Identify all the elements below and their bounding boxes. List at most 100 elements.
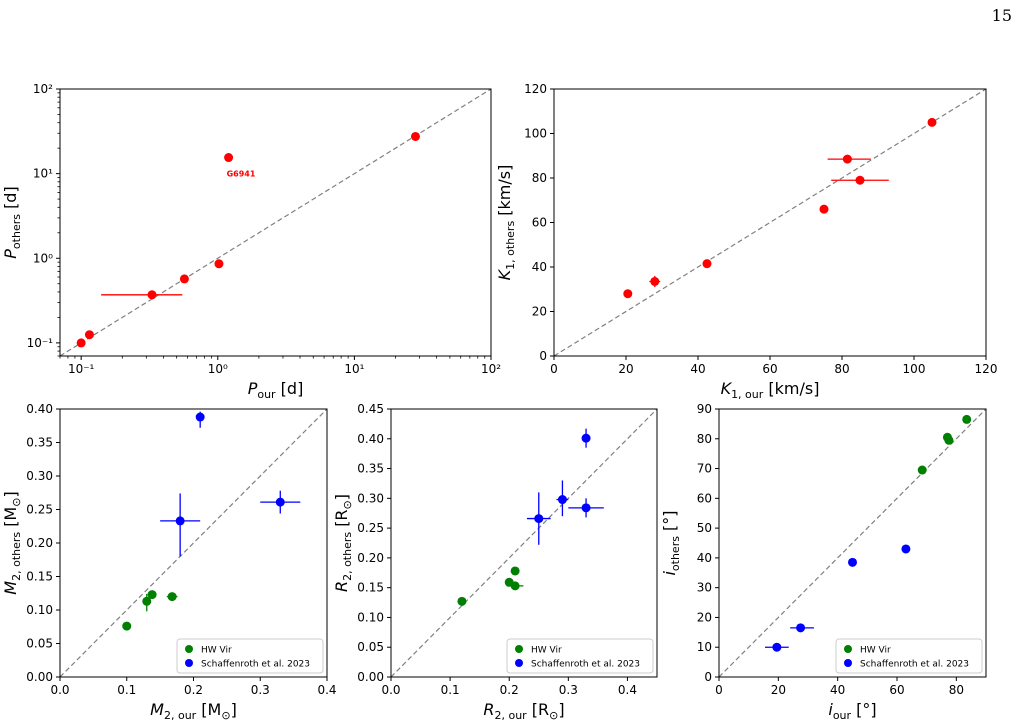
y-tick-label: 0 [539, 349, 547, 363]
data-point [147, 590, 157, 600]
data-point [927, 117, 937, 127]
data-point [142, 596, 152, 606]
axes-frame [59, 408, 328, 678]
legend-marker [185, 645, 193, 653]
data-point [167, 592, 177, 602]
y-tick-label: 0.25 [357, 521, 384, 535]
data-point [772, 642, 782, 652]
y-tick-label: 0.45 [357, 402, 384, 416]
x-tick-label: 120 [975, 362, 998, 376]
x-axis-label: iour [°] [828, 700, 876, 720]
x-tick-label: 60 [889, 683, 904, 697]
legend-label: HW Vir [860, 646, 891, 656]
x-tick-label: 40 [830, 683, 845, 697]
y-tick-label: 50 [697, 521, 712, 535]
axes-frame [553, 88, 987, 357]
y-axis-label: K1, others [km/s] [495, 165, 517, 281]
page-number: 15 [991, 6, 1012, 25]
chart-M2: 0.0 0.1 0.2 0.3 0.4 0.00 0.05 0.10 0.15 0.20 0.25 0… [1, 402, 337, 720]
y-axis-label: iothers [°] [660, 510, 682, 575]
data-point [796, 623, 806, 633]
legend: HW Vir Schaffenroth et al. 2023 [506, 638, 654, 674]
y-tick-label: 30 [697, 581, 712, 595]
data-point [510, 581, 520, 591]
data-point [175, 516, 185, 526]
data-point [457, 596, 467, 606]
data-point [623, 289, 633, 299]
y-tick-label: 10⁻¹ [27, 336, 54, 350]
y-tick-label: 0.35 [357, 462, 384, 476]
y-tick-label: 10⁰ [33, 251, 53, 265]
data-point [819, 204, 829, 214]
chart-P: 10⁻¹ 10⁰ 10¹ 10² 10⁻¹ 10⁰ 10¹ 10² G6941 Pour [d] P… [1, 82, 501, 401]
data-point [842, 154, 852, 164]
y-tick-label: 0.20 [26, 536, 53, 550]
x-tick-label: 0.3 [559, 683, 578, 697]
x-axis-label: Pour [d] [248, 379, 304, 401]
legend-marker [844, 659, 852, 667]
data-point [214, 259, 224, 269]
data-point [557, 495, 567, 505]
data-point [510, 566, 520, 576]
y-axis-label: Pothers [d] [1, 186, 23, 258]
data-point [962, 414, 972, 424]
legend-label: HW Vir [531, 646, 562, 656]
x-tick-label: 0.1 [117, 683, 136, 697]
legend-box [176, 638, 324, 674]
y-axis-label: R2, others [R⊙] [332, 494, 354, 592]
x-tick-label: 100 [903, 362, 926, 376]
y-tick-label: 20 [532, 305, 547, 319]
y-tick-label: 80 [697, 432, 712, 446]
x-tick-label: 0 [715, 683, 723, 697]
x-tick-label: 0.4 [317, 683, 336, 697]
data-point [702, 259, 712, 269]
y-tick-label: 0 [704, 670, 712, 684]
y-tick-label: 0.30 [357, 491, 384, 505]
x-tick-label: 60 [762, 362, 777, 376]
y-tick-label: 0.35 [26, 436, 53, 450]
y-tick-label: 70 [697, 462, 712, 476]
data-point [917, 465, 927, 475]
x-tick-label: 0.3 [251, 683, 270, 697]
identity-line [553, 88, 987, 357]
data-point [944, 435, 954, 445]
legend-marker [844, 645, 852, 653]
y-tick-label: 0.00 [26, 670, 53, 684]
x-tick-label: 0.0 [381, 683, 400, 697]
data-point [76, 338, 86, 348]
y-tick-label: 60 [697, 491, 712, 505]
y-tick-label: 0.40 [26, 402, 53, 416]
chart-K: 0 20 40 60 80 100 120 0 20 40 60 80 100 120 K1, our [k… [495, 82, 997, 401]
data-point [122, 621, 132, 631]
x-tick-label: 10² [481, 362, 501, 376]
x-tick-label: 0.2 [500, 683, 519, 697]
y-tick-label: 0.10 [26, 603, 53, 617]
x-axis-label: M2, our [M⊙] [150, 700, 237, 720]
identity-line [59, 88, 492, 357]
data-point [84, 330, 94, 340]
x-axis-label: R2, our [R⊙] [483, 700, 564, 720]
data-point [195, 412, 205, 422]
y-tick-label: 0.25 [26, 503, 53, 517]
x-tick-label: 40 [690, 362, 705, 376]
data-point [581, 503, 591, 513]
y-tick-label: 60 [532, 216, 547, 230]
data-point [179, 274, 189, 284]
y-tick-label: 0.30 [26, 469, 53, 483]
legend-label: Schaffenroth et al. 2023 [531, 660, 640, 670]
x-tick-label: 20 [771, 683, 786, 697]
legend: HW Vir Schaffenroth et al. 2023 [835, 638, 983, 674]
data-point [848, 557, 857, 567]
x-tick-label: 10⁰ [208, 362, 228, 376]
legend-box [835, 638, 983, 674]
data-point [901, 544, 911, 554]
y-tick-label: 0.40 [357, 432, 384, 446]
data-point [534, 514, 544, 524]
data-point [855, 175, 865, 185]
x-tick-label: 20 [618, 362, 633, 376]
y-tick-label: 0.00 [357, 670, 384, 684]
data-point [275, 497, 285, 507]
legend-box [506, 638, 654, 674]
data-point [650, 276, 660, 286]
y-tick-label: 20 [697, 610, 712, 624]
